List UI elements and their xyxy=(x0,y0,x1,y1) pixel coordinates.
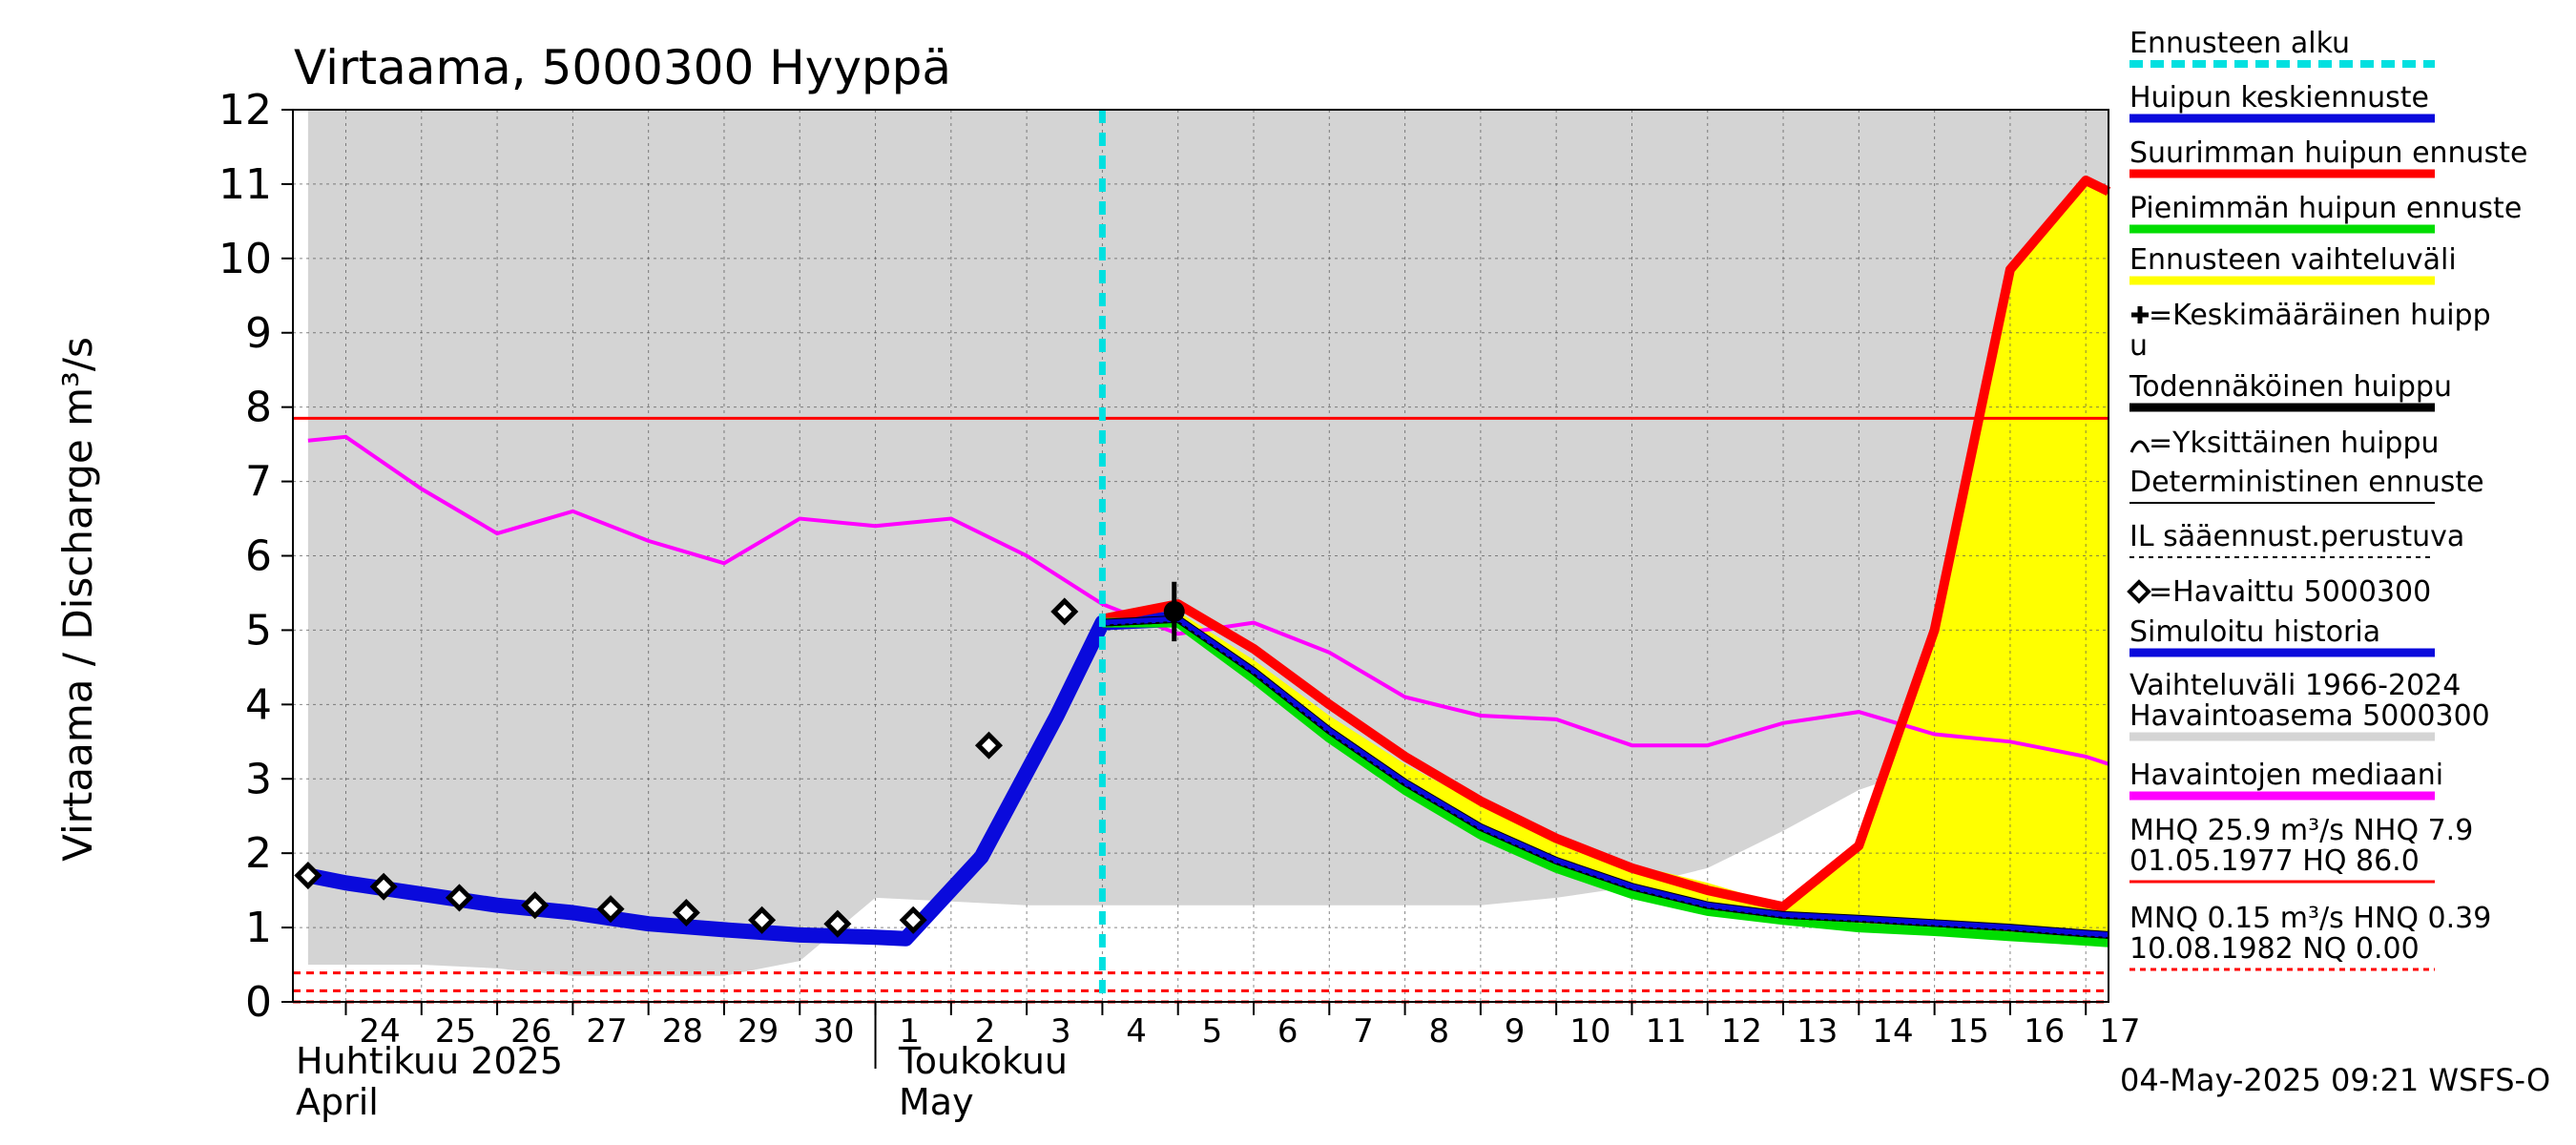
y-tick-label: 12 xyxy=(218,86,272,135)
y-tick-label: 3 xyxy=(245,755,272,803)
observed-point xyxy=(974,731,1004,760)
legend-label-secondary: 10.08.1982 NQ 0.00 xyxy=(2129,932,2420,966)
y-tick-label: 9 xyxy=(245,309,272,358)
legend-label: Simuloitu historia xyxy=(2129,615,2380,649)
y-tick-label: 5 xyxy=(245,606,272,655)
observed-point xyxy=(672,898,700,927)
x-tick-label: 28 xyxy=(662,1012,703,1051)
x-tick-label: 13 xyxy=(1797,1012,1838,1051)
x-tick-label: 9 xyxy=(1505,1012,1526,1051)
legend-label: Todennäköinen huippu xyxy=(2129,370,2452,404)
legend: Ennusteen alku Huipun keskiennuste Suurimm… xyxy=(2127,27,2527,971)
month-label-april-en: April xyxy=(296,1081,379,1123)
month-label-may-en: May xyxy=(899,1081,974,1123)
x-tick-label: 24 xyxy=(360,1012,401,1051)
legend-marker-observed xyxy=(2127,579,2151,604)
legend-label: Deterministinen ennuste xyxy=(2129,466,2484,499)
legend-marker-single-peak xyxy=(2129,440,2150,453)
x-tick-label: 17 xyxy=(2099,1012,2140,1051)
y-tick-label: 6 xyxy=(245,532,272,581)
deterministic-line xyxy=(1102,620,2109,939)
timestamp-footer: 04-May-2025 09:21 WSFS-O xyxy=(2120,1062,2550,1098)
observed-point xyxy=(899,906,927,934)
observed-point xyxy=(445,884,473,912)
observed-point xyxy=(521,891,550,920)
legend-label: =Keskimääräinen huipp xyxy=(2149,299,2491,332)
legend-label: =Yksittäinen huippu xyxy=(2149,427,2440,460)
x-tick-label: 14 xyxy=(1872,1012,1913,1051)
legend-label: Ennusteen vaihteluväli xyxy=(2129,243,2457,277)
x-tick-label: 11 xyxy=(1646,1012,1687,1051)
month-label-may-fi: Toukokuu xyxy=(898,1040,1068,1082)
y-tick-label: 7 xyxy=(245,458,272,507)
observed-point xyxy=(823,909,852,938)
y-tick-label: 4 xyxy=(245,680,272,729)
legend-label: MHQ 25.9 m³/s NHQ 7.9 xyxy=(2129,814,2473,847)
month-label-april-fi: Huhtikuu 2025 xyxy=(296,1040,563,1082)
x-tick-label: 5 xyxy=(1202,1012,1223,1051)
x-tick-label: 1 xyxy=(899,1012,920,1051)
series-line xyxy=(1101,176,2111,912)
legend-label-secondary: Havaintoasema 5000300 xyxy=(2129,699,2490,733)
series-line xyxy=(1102,617,2109,947)
x-tick-label: 3 xyxy=(1050,1012,1071,1051)
y-tick-label: 10 xyxy=(218,235,272,283)
x-tick-label: 4 xyxy=(1126,1012,1147,1051)
y-tick-label: 8 xyxy=(245,384,272,432)
observed-point xyxy=(294,862,322,890)
x-tick-label: 2 xyxy=(975,1012,996,1051)
y-tick-label: 11 xyxy=(218,160,272,209)
legend-label: Huipun keskiennuste xyxy=(2129,81,2429,114)
legend-label: Suurimman huipun ennuste xyxy=(2129,136,2527,170)
x-tick-label: 26 xyxy=(510,1012,551,1051)
y-tick-label: 2 xyxy=(245,829,272,878)
legend-label-secondary: u xyxy=(2129,329,2148,363)
legend-label: IL sääennust.perustuva xyxy=(2129,520,2464,553)
x-tick-label: 6 xyxy=(1278,1012,1298,1051)
observed-point xyxy=(1050,597,1079,626)
observed-point xyxy=(369,872,398,901)
legend-label: Vaihteluväli 1966-2024 xyxy=(2129,669,2461,702)
chart-title: Virtaama, 5000300 Hyyppä xyxy=(294,40,951,95)
x-tick-label: 7 xyxy=(1353,1012,1374,1051)
x-tick-label: 27 xyxy=(586,1012,627,1051)
observed-point xyxy=(748,906,777,934)
y-tick-label: 0 xyxy=(245,978,272,1027)
legend-label: MNQ 0.15 m³/s HNQ 0.39 xyxy=(2129,902,2491,935)
x-tick-label: 8 xyxy=(1428,1012,1449,1051)
legend-label: Pienimmän huipun ennuste xyxy=(2129,192,2522,225)
legend-label: =Havaittu 5000300 xyxy=(2149,575,2431,609)
series-line xyxy=(1102,615,2109,938)
x-tick-label: 30 xyxy=(813,1012,854,1051)
mean-peak-point xyxy=(1163,600,1185,622)
legend-label-secondary: 01.05.1977 HQ 86.0 xyxy=(2129,844,2420,878)
legend-label: Ennusteen alku xyxy=(2129,27,2350,60)
x-tick-label: 15 xyxy=(1948,1012,1989,1051)
x-tick-label: 25 xyxy=(435,1012,476,1051)
y-axis-label: Virtaama / Discharge m³/s xyxy=(54,337,101,862)
x-tick-label: 16 xyxy=(2024,1012,2065,1051)
x-tick-label: 12 xyxy=(1721,1012,1762,1051)
x-tick-label: 10 xyxy=(1569,1012,1610,1051)
legend-label: Havaintojen mediaani xyxy=(2129,759,2443,792)
y-tick-label: 1 xyxy=(245,904,272,952)
history-range-band xyxy=(307,110,2109,976)
observed-point xyxy=(596,895,625,924)
x-tick-label: 29 xyxy=(737,1012,779,1051)
